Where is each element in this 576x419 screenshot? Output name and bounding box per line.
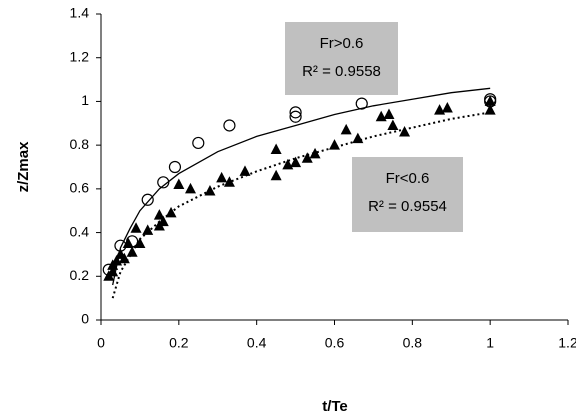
annotation-text: R² = 0.9554: [368, 198, 447, 215]
point: [157, 215, 169, 227]
point: [399, 126, 411, 137]
x-tick-label: 0.8: [403, 335, 423, 351]
x-tick-label: 1.2: [558, 335, 576, 351]
y-tick-label: 0.4: [70, 223, 90, 239]
point: [329, 139, 340, 150]
point: [484, 95, 496, 106]
point: [441, 101, 453, 113]
annotation-text: R² = 0.9558: [302, 63, 381, 80]
y-tick-label: 0.6: [70, 180, 90, 196]
point: [216, 171, 228, 183]
point: [289, 110, 302, 123]
x-tick-label: 1: [486, 335, 494, 351]
trend-line: [112, 87, 491, 286]
point: [309, 147, 321, 159]
annotation-text: Fr<0.6: [386, 170, 430, 187]
point: [192, 136, 205, 150]
point: [340, 123, 352, 135]
x-tick-label: 0.6: [325, 335, 345, 351]
point: [223, 176, 235, 187]
point: [387, 119, 399, 130]
point: [301, 152, 313, 163]
point: [282, 158, 294, 170]
point: [434, 104, 446, 115]
point: [153, 209, 165, 220]
point: [239, 165, 251, 176]
x-tick-label: 0: [97, 335, 105, 351]
point: [375, 110, 387, 122]
point: [355, 97, 368, 110]
annotation-box: [352, 157, 463, 232]
point: [289, 106, 302, 119]
point: [168, 160, 182, 174]
point: [383, 108, 395, 120]
point: [185, 182, 197, 194]
point: [134, 237, 146, 248]
point: [122, 237, 134, 248]
y-axis-title: z/Zmax: [15, 141, 32, 193]
y-tick-label: 0.2: [70, 267, 90, 283]
y-tick-label: 0.8: [70, 136, 90, 152]
y-tick-label: 0: [81, 311, 89, 327]
x-tick-label: 0.4: [247, 335, 267, 351]
point: [223, 119, 236, 132]
point: [157, 176, 170, 189]
y-tick-label: 1.2: [70, 48, 90, 64]
x-tick-label: 0.2: [169, 335, 189, 351]
point: [173, 178, 185, 189]
y-tick-label: 1.4: [70, 5, 90, 21]
annotation-box: [285, 22, 398, 95]
point: [270, 169, 282, 181]
point: [130, 222, 142, 233]
point: [141, 193, 154, 206]
x-axis-title: t/Te: [322, 398, 348, 415]
point: [352, 132, 364, 144]
y-tick-label: 1: [81, 92, 89, 108]
annotation-text: Fr>0.6: [320, 35, 364, 52]
point: [290, 156, 302, 168]
point: [270, 143, 282, 155]
trend-line: [111, 111, 491, 299]
point: [142, 224, 154, 235]
